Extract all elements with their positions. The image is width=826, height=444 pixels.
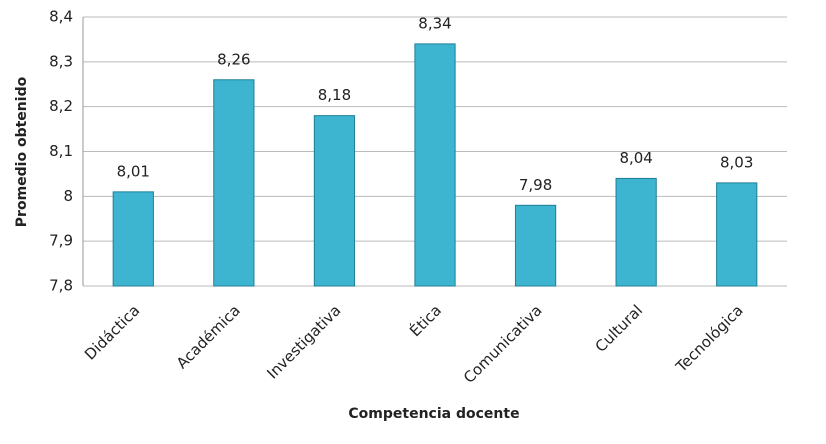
y-tick-label: 8,4: [49, 8, 73, 26]
x-tick-label: Tecnológica: [672, 301, 747, 376]
y-tick-label: 8: [63, 187, 73, 205]
bar: [716, 182, 758, 287]
x-tick-label: Didáctica: [81, 301, 143, 363]
x-tick-label: Ética: [405, 301, 445, 341]
bar: [514, 204, 557, 287]
y-tick-label: 8,2: [49, 97, 73, 115]
y-axis-title: Promedio obtenido: [14, 76, 30, 227]
x-tick-label: Investigativa: [263, 301, 344, 382]
bar: [414, 43, 456, 287]
value-label: 8,34: [418, 14, 451, 32]
bar: [213, 79, 255, 287]
value-label: 8,04: [619, 149, 652, 167]
value-label: 8,01: [117, 162, 150, 180]
y-tick-label: 7,8: [49, 277, 73, 295]
value-label: 8,18: [318, 86, 351, 104]
y-tick-label: 8,3: [49, 52, 73, 70]
bar: [615, 177, 657, 287]
bar: [313, 115, 356, 287]
x-tick-label: Académica: [173, 301, 244, 372]
value-label: 8,03: [720, 153, 753, 171]
x-tick-label: Comunicativa: [460, 301, 546, 387]
value-label: 8,26: [217, 50, 250, 68]
x-tick-label: Cultural: [592, 301, 646, 355]
y-tick-label: 7,9: [49, 232, 73, 250]
x-axis-title: Competencia docente: [348, 406, 519, 422]
y-tick-label: 8,1: [49, 142, 73, 160]
value-label: 7,98: [519, 176, 552, 194]
bar: [112, 191, 154, 287]
